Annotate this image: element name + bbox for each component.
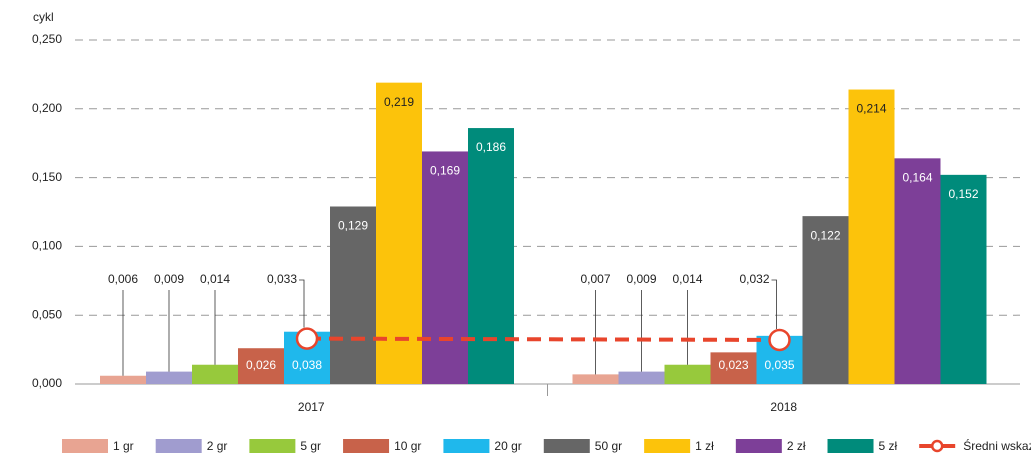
legend-swatch xyxy=(735,439,782,453)
line-series xyxy=(306,336,780,342)
leader-line xyxy=(299,279,305,328)
bar xyxy=(330,206,376,384)
line-marker xyxy=(768,328,791,352)
data-label: 0,219 xyxy=(384,95,414,109)
legend-swatch xyxy=(343,439,390,453)
data-label: 0,169 xyxy=(430,164,460,178)
bar xyxy=(146,371,192,384)
bar xyxy=(376,82,422,384)
y-tick-label: 0,250 xyxy=(32,32,62,46)
data-label: 0,009 xyxy=(626,272,656,286)
data-label: 0,214 xyxy=(856,102,886,116)
legend-label: 2 zł xyxy=(787,439,806,453)
data-label: 0,038 xyxy=(292,358,322,372)
bar xyxy=(894,158,941,384)
bar xyxy=(940,174,987,384)
legend-label: 10 gr xyxy=(394,439,421,453)
bar xyxy=(664,364,711,384)
data-label: 0,026 xyxy=(246,358,276,372)
bar xyxy=(238,348,284,384)
legend-label: 1 zł xyxy=(695,439,714,453)
data-label: 0,186 xyxy=(476,140,506,154)
legend-swatch xyxy=(155,439,202,453)
data-label: 0,023 xyxy=(718,358,748,372)
data-label: 0,033 xyxy=(267,272,297,286)
y-tick-label: 0,100 xyxy=(32,239,62,253)
legend-label: 50 gr xyxy=(595,439,622,453)
bar xyxy=(468,128,514,384)
data-label: 0,164 xyxy=(902,171,932,185)
bar xyxy=(192,364,238,384)
data-label: 0,152 xyxy=(948,187,978,201)
bar xyxy=(100,375,146,384)
legend-swatch xyxy=(543,439,590,453)
y-tick-label: 0,150 xyxy=(32,170,62,184)
data-label: 0,032 xyxy=(739,272,769,286)
bar xyxy=(422,151,468,384)
legend-label: 2 gr xyxy=(207,439,228,453)
legend-swatch xyxy=(930,439,944,453)
bar xyxy=(618,371,665,384)
data-label: 0,014 xyxy=(200,272,230,286)
x-tick-label: 2018 xyxy=(770,400,797,414)
legend-swatch xyxy=(443,439,490,453)
legend-swatch xyxy=(827,439,874,453)
bar xyxy=(710,352,757,384)
y-tick-label: 0,000 xyxy=(32,376,62,390)
bar xyxy=(802,216,849,384)
y-tick-label: 0,200 xyxy=(32,101,62,115)
legend-label: 20 gr xyxy=(494,439,521,453)
data-label: 0,129 xyxy=(338,219,368,233)
bar xyxy=(572,374,619,384)
bar xyxy=(848,89,895,384)
legend-swatch xyxy=(249,439,296,453)
data-label: 0,006 xyxy=(108,272,138,286)
y-axis-label: cykl xyxy=(33,10,54,24)
data-label: 0,009 xyxy=(154,272,184,286)
data-label: 0,122 xyxy=(810,228,840,242)
legend-label: 5 zł xyxy=(879,439,898,453)
legend-label: Średni wskaźnik xyxy=(963,438,1031,453)
data-label: 0,014 xyxy=(672,272,702,286)
leader-line xyxy=(771,279,777,329)
line-marker xyxy=(295,327,319,350)
legend-label: 5 gr xyxy=(300,439,321,453)
data-label: 0,035 xyxy=(764,358,794,372)
x-tick-label: 2017 xyxy=(298,400,325,414)
legend-label: 1 gr xyxy=(113,439,134,453)
y-tick-label: 0,050 xyxy=(32,307,62,321)
legend-swatch xyxy=(62,439,108,453)
data-label: 0,007 xyxy=(580,272,610,286)
legend-swatch xyxy=(644,439,691,453)
